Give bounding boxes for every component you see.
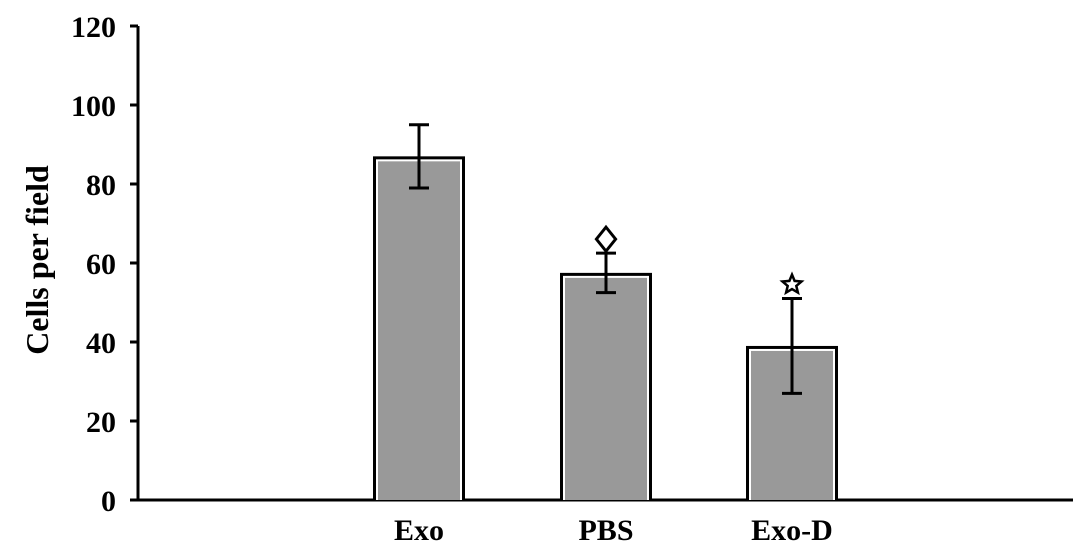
y-tick-label: 60	[86, 248, 116, 281]
y-tick-label: 120	[71, 11, 116, 44]
y-axis-title: Cells per field	[19, 165, 55, 355]
significance-markers	[594, 224, 805, 296]
diamond-marker-icon	[594, 224, 618, 254]
x-category-label: Exo-D	[751, 514, 833, 547]
x-category-label: PBS	[578, 514, 633, 547]
bar	[378, 161, 460, 500]
y-axis-ticks: 0 20 40 60 80 100 120	[71, 11, 138, 518]
y-tick-label: 100	[71, 90, 116, 123]
error-bars	[409, 123, 802, 395]
y-tick-label: 20	[86, 406, 116, 439]
star-marker-icon	[779, 271, 805, 296]
y-tick-label: 80	[86, 169, 116, 202]
x-axis-labels: Exo PBS Exo-D	[394, 514, 833, 547]
bar	[565, 277, 647, 500]
bars	[373, 156, 838, 500]
x-category-label: Exo	[394, 514, 444, 547]
y-tick-label: 40	[86, 327, 116, 360]
y-tick-label: 0	[101, 485, 116, 518]
